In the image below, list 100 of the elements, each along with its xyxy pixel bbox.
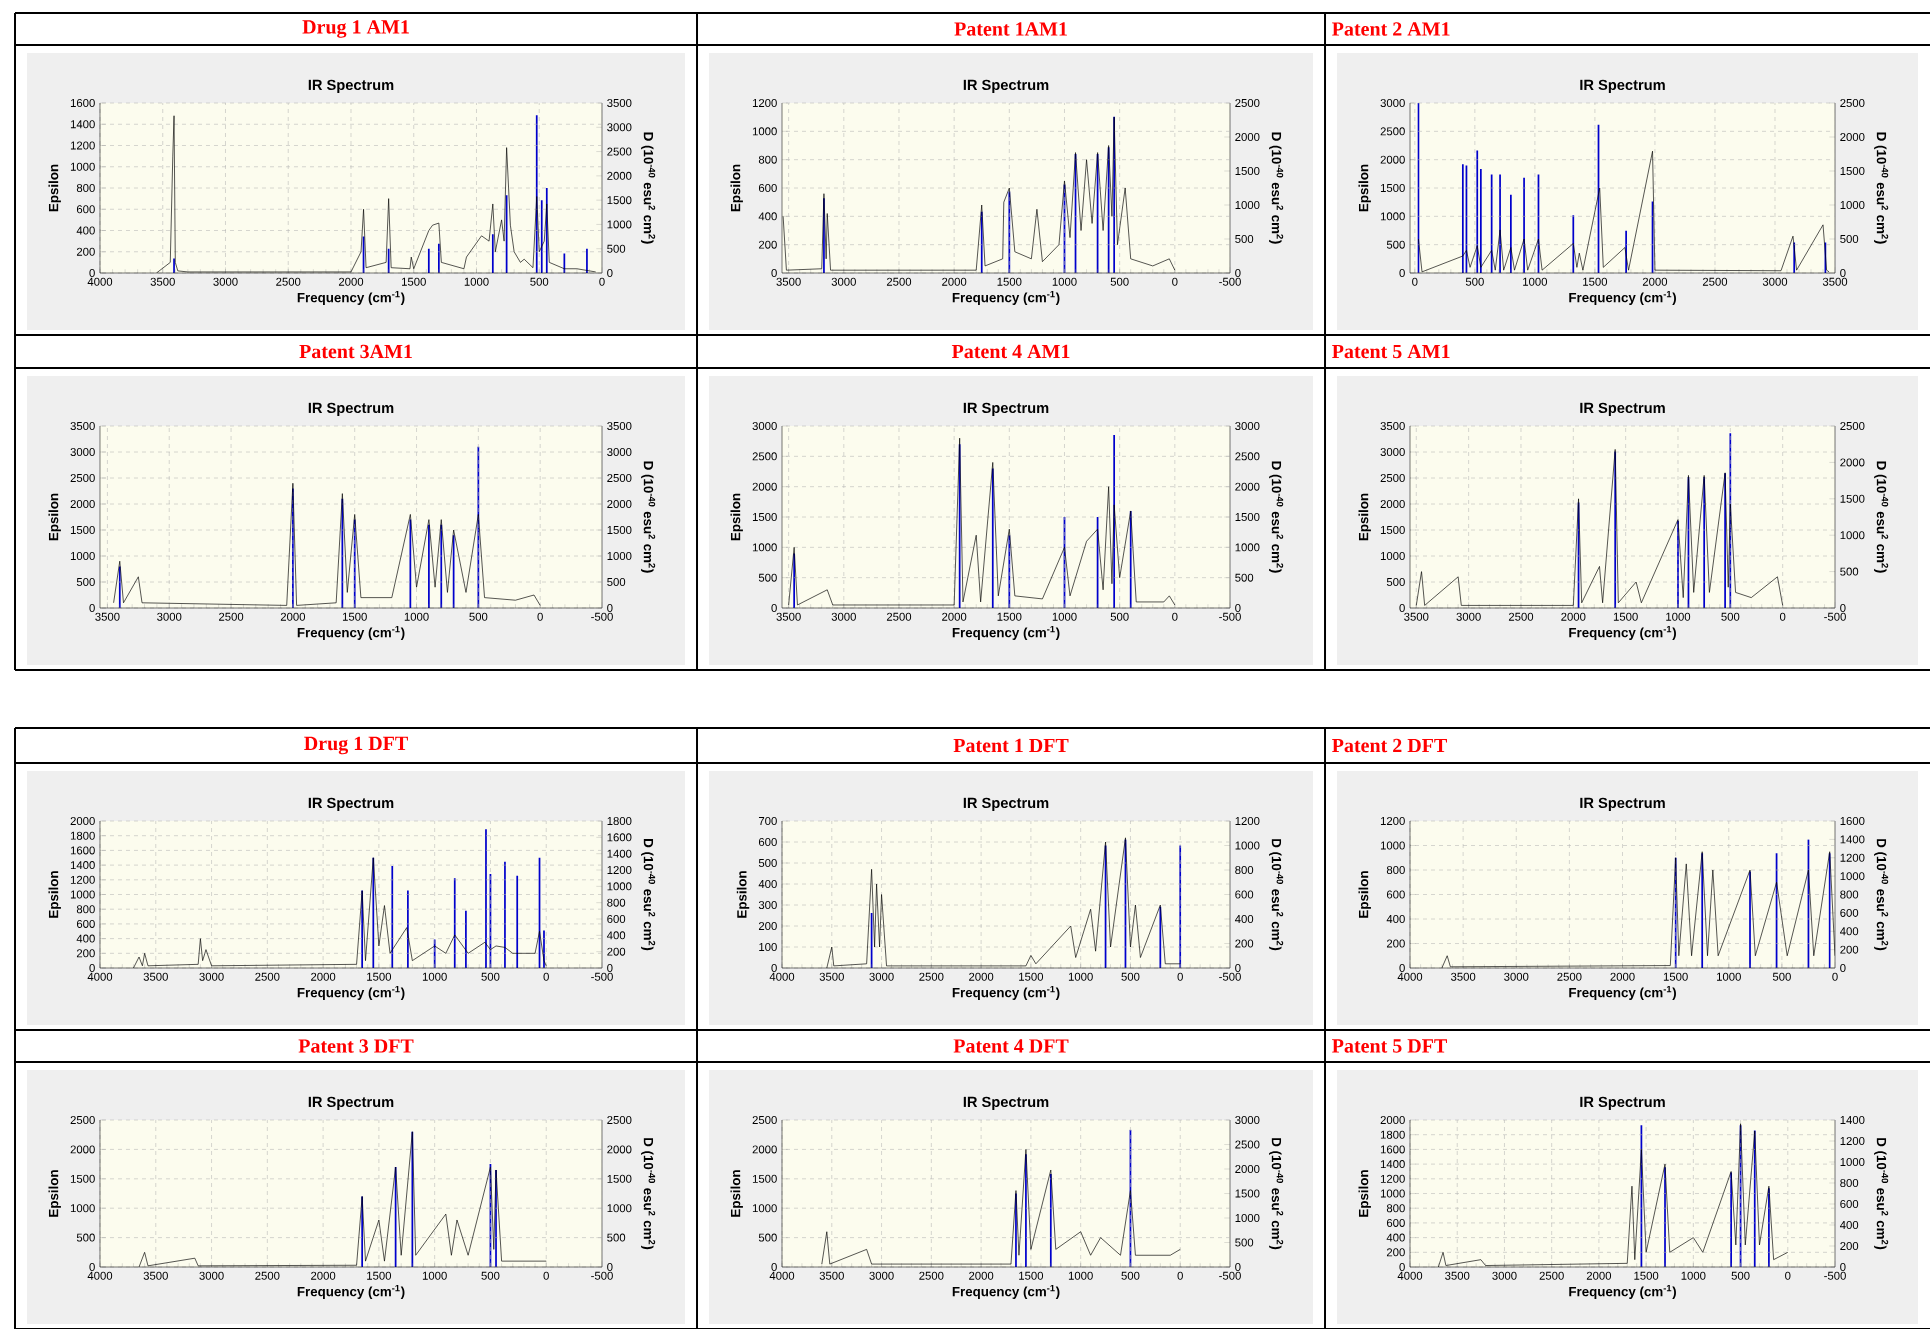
x-tick-label: 4000: [1397, 972, 1423, 981]
x-axis-title: Frequency (cm$^{-1}$): [1569, 1284, 1676, 1299]
x-tick-label: 4000: [1397, 1271, 1423, 1280]
y-axis-title: Epsilon: [736, 871, 750, 918]
x-tick-label: 500: [1110, 277, 1129, 286]
y2-tick-label: 800: [1840, 1179, 1859, 1188]
x-tick-label: 1000: [404, 612, 429, 621]
y-tick-label: 800: [76, 905, 95, 914]
x-tick-label: 1000: [1068, 1271, 1093, 1280]
y2-tick-label: 2000: [1840, 458, 1865, 467]
y2-tick-label: 1000: [1235, 543, 1260, 552]
y2-tick-label: 1200: [1235, 817, 1260, 826]
x-tick-label: 500: [1465, 277, 1484, 286]
y-tick-label: 0: [1399, 1263, 1405, 1272]
x-tick-label: 1500: [367, 1271, 392, 1280]
y-tick-label: 2000: [1380, 155, 1405, 164]
y-tick-label: 1200: [70, 875, 95, 884]
x-tick-label: -500: [1219, 972, 1241, 981]
y2-axis-title: D (10$^{-40}$ esu$^{2}$ cm$^{2}$): [641, 1138, 656, 1250]
y-tick-label: 1200: [752, 99, 777, 108]
y2-tick-label: 1500: [607, 196, 632, 205]
x-tick-label: 2000: [1642, 277, 1668, 286]
y2-tick-label: 1000: [1235, 1214, 1260, 1223]
y-tick-label: 1500: [1380, 526, 1405, 535]
y2-tick-label: 600: [1840, 1200, 1859, 1209]
y-tick-label: 1000: [70, 1204, 95, 1213]
y2-axis-title: D (10$^{-40}$ esu$^{2}$ cm$^{2}$): [1874, 1138, 1889, 1250]
x-tick-label: 3000: [1492, 1271, 1517, 1280]
y-tick-label: 400: [76, 934, 95, 943]
x-tick-label: 3500: [95, 612, 120, 621]
y-tick-label: 0: [771, 269, 777, 278]
y2-tick-label: 3000: [1235, 1116, 1260, 1125]
x-tick-label: 3000: [869, 972, 894, 981]
x-axis-title: Frequency (cm$^{-1}$): [297, 985, 405, 1000]
x-tick-label: 2000: [942, 277, 967, 286]
x-tick-label: 4000: [87, 1271, 113, 1280]
y2-tick-label: 1200: [1840, 1137, 1865, 1146]
y-tick-label: 1000: [1380, 841, 1405, 850]
y-tick-label: 200: [76, 247, 95, 256]
y2-axis-title: D (10$^{-40}$ esu$^{2}$ cm$^{2}$): [641, 132, 656, 244]
x-tick-label: 2000: [311, 972, 336, 981]
y2-tick-label: 1200: [607, 866, 632, 875]
x-tick-label: 2500: [1702, 277, 1728, 286]
x-tick-label: 500: [1121, 972, 1140, 981]
x-tick-label: 1500: [1663, 972, 1688, 981]
y2-tick-label: 1000: [1840, 531, 1865, 540]
y-tick-label: 2000: [70, 500, 95, 509]
x-tick-label: 3500: [1445, 1271, 1470, 1280]
x-tick-label: 0: [1177, 972, 1183, 981]
y2-axis-title: D (10$^{-40}$ esu$^{2}$ cm$^{2}$): [1874, 132, 1889, 244]
y-tick-label: 300: [758, 901, 777, 910]
y-tick-label: 1400: [70, 861, 95, 870]
x-tick-label: -500: [591, 612, 613, 621]
x-tick-label: 2500: [255, 1271, 280, 1280]
y-tick-label: 1400: [1380, 1160, 1405, 1169]
x-axis-title: Frequency (cm$^{-1}$): [297, 625, 405, 640]
x-tick-label: 500: [1731, 1271, 1750, 1280]
y2-tick-label: 0: [1235, 604, 1241, 613]
x-tick-label: 2000: [942, 612, 967, 621]
x-tick-label: 2000: [338, 277, 364, 286]
y-tick-label: 2000: [1380, 500, 1405, 509]
x-tick-label: 2000: [1610, 972, 1635, 981]
y2-tick-label: 3500: [607, 422, 632, 431]
y-axis-title: Epsilon: [48, 1170, 61, 1217]
x-tick-label: 2000: [280, 612, 306, 621]
y2-tick-label: 0: [1840, 1263, 1846, 1272]
chart-subtitle: IR Spectrum: [308, 402, 394, 416]
y-tick-label: 1500: [752, 513, 777, 522]
x-tick-label: 1000: [422, 972, 447, 981]
y2-tick-label: 2500: [1840, 422, 1865, 431]
x-tick-label: 0: [1177, 1271, 1183, 1280]
x-axis-title: Frequency (cm$^{-1}$): [1569, 625, 1676, 640]
y2-tick-label: 1500: [1235, 167, 1260, 176]
x-axis-title: Frequency (cm$^{-1}$): [952, 625, 1060, 640]
x-tick-label: 500: [1721, 612, 1740, 621]
x-tick-label: -500: [1824, 612, 1846, 621]
y2-tick-label: 1400: [607, 849, 632, 858]
x-tick-label: 500: [530, 277, 549, 286]
y-tick-label: 600: [76, 919, 95, 928]
y-tick-label: 1400: [70, 120, 95, 129]
chart-title: Drug 1 AM1: [302, 20, 409, 38]
y2-axis-title: D (10$^{-40}$ esu$^{2}$ cm$^{2}$): [1269, 132, 1284, 244]
y-tick-label: 1200: [1380, 817, 1405, 826]
x-tick-label: 1500: [1019, 972, 1044, 981]
y-tick-label: 400: [1386, 915, 1405, 924]
chart-title: Patent 2 AM1: [1332, 22, 1450, 36]
chart-title: Patent 4 DFT: [953, 1039, 1069, 1053]
x-tick-label: 2000: [969, 1271, 994, 1280]
y2-tick-label: 200: [1840, 945, 1859, 954]
y2-tick-label: 1200: [1840, 853, 1865, 862]
y-tick-label: 3000: [752, 422, 777, 431]
y-axis-title: Epsilon: [730, 493, 743, 541]
x-tick-label: 1500: [1019, 1271, 1044, 1280]
x-tick-label: 1000: [1681, 1271, 1706, 1280]
y-tick-label: 1200: [1380, 1174, 1405, 1183]
y2-tick-label: 400: [1234, 915, 1254, 924]
y2-axis-title: D (10$^{-40}$ esu$^{2}$ cm$^{2}$): [1269, 461, 1284, 573]
x-tick-label: 1500: [1634, 1271, 1659, 1280]
y2-tick-label: 1000: [607, 1204, 632, 1213]
y2-tick-label: 3000: [1235, 422, 1260, 431]
